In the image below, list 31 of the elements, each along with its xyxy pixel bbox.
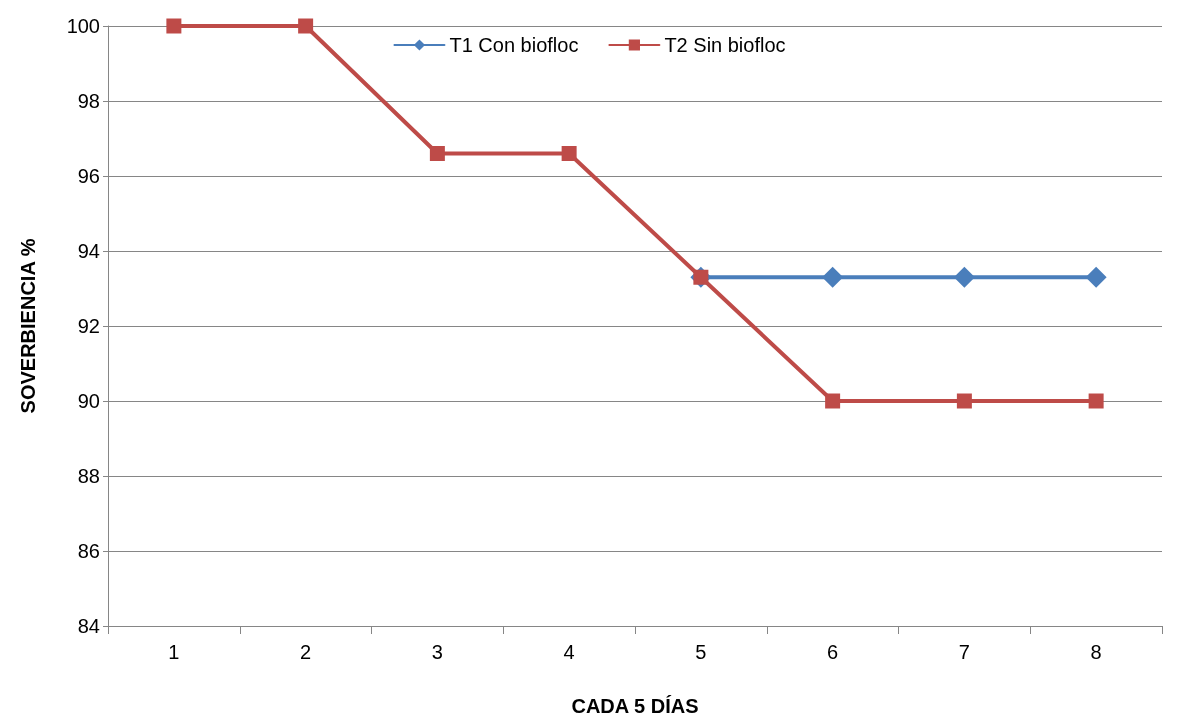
- y-axis-title: SOVERBIENCIA %: [17, 238, 39, 414]
- y-tick-label: 94: [77, 240, 100, 262]
- x-tick-label: 3: [431, 641, 443, 663]
- point: [953, 266, 975, 288]
- x-tick-label: 6: [827, 641, 839, 663]
- x-tick-label: 2: [300, 641, 312, 663]
- y-tick-label: 98: [77, 90, 100, 112]
- x-tick-label: 7: [958, 641, 970, 663]
- y-tick-label: 86: [77, 540, 100, 562]
- y-tick-label: 96: [77, 165, 100, 187]
- legend-label: T1 Con biofloc: [449, 34, 579, 56]
- y-tick-label: 92: [77, 315, 100, 337]
- x-tick-label: 1: [168, 641, 180, 663]
- y-tick-label: 90: [77, 390, 100, 412]
- legend-label: T2 Sin biofloc: [664, 34, 786, 56]
- point: [822, 266, 844, 288]
- x-tick-label: 8: [1090, 641, 1102, 663]
- point: [825, 393, 841, 409]
- y-tick-label: 88: [77, 465, 100, 487]
- x-axis-title: CADA 5 DÍAS: [571, 695, 699, 717]
- point: [1085, 266, 1107, 288]
- x-tick-label: 4: [563, 641, 575, 663]
- y-tick-label: 84: [77, 615, 100, 637]
- x-tick-label: 5: [695, 641, 707, 663]
- point: [166, 18, 182, 34]
- point: [1088, 393, 1104, 409]
- point: [298, 18, 314, 34]
- point: [561, 146, 577, 161]
- y-tick-label: 100: [66, 15, 100, 37]
- point: [956, 393, 972, 409]
- point: [429, 146, 445, 161]
